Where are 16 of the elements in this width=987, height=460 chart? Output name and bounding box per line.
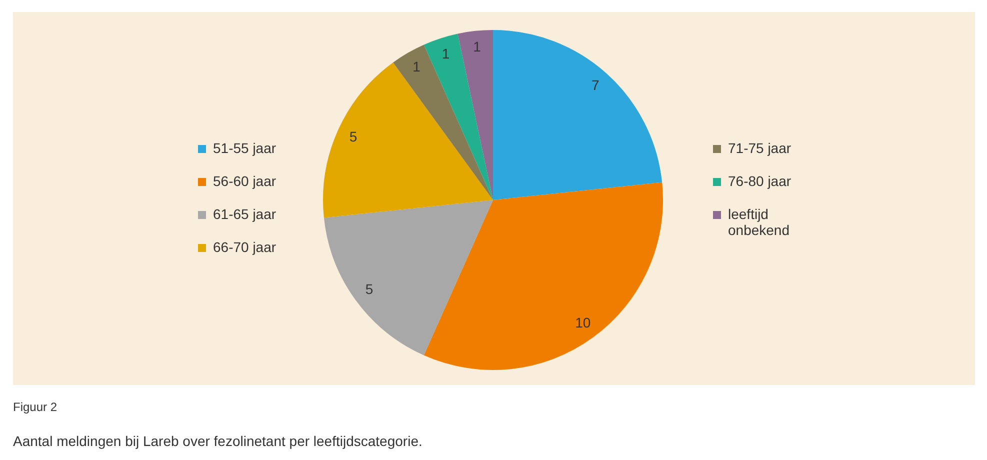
- legend-label: 66-70 jaar: [213, 239, 276, 255]
- legend-label: 51-55 jaar: [213, 140, 276, 156]
- legend-label: 76-80 jaar: [728, 173, 792, 189]
- data-label: 5: [349, 128, 358, 145]
- data-label: 1: [442, 45, 450, 62]
- data-label: 10: [575, 314, 591, 331]
- data-label: 1: [473, 38, 482, 55]
- legend-label: leeftijd onbekend: [728, 206, 791, 238]
- data-label: 5: [365, 280, 374, 297]
- data-label: 7: [591, 77, 600, 94]
- text: Figuur 2: [13, 400, 58, 414]
- legend-label: 71-75 jaar: [728, 140, 792, 156]
- text: Aantal meldingen bij Lareb over fezolinetant per leeftijdscategorie.: [13, 433, 422, 449]
- legend-label: 61-65 jaar: [213, 206, 276, 222]
- data-label: 1: [412, 58, 421, 74]
- legend-label: 56-60 jaar: [213, 173, 276, 189]
